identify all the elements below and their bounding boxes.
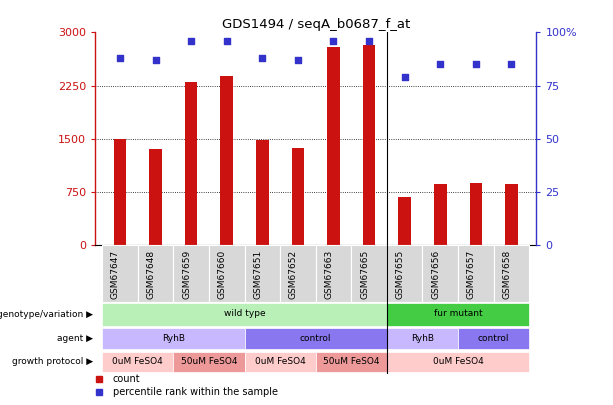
- Point: [329, 38, 338, 44]
- FancyBboxPatch shape: [458, 328, 529, 349]
- FancyBboxPatch shape: [102, 303, 387, 326]
- Bar: [113, 139, 126, 245]
- Text: GSM67648: GSM67648: [147, 250, 156, 299]
- Text: fur mutant: fur mutant: [434, 309, 482, 318]
- FancyBboxPatch shape: [387, 328, 458, 349]
- Text: percentile rank within the sample: percentile rank within the sample: [113, 387, 278, 397]
- FancyBboxPatch shape: [245, 245, 280, 302]
- FancyBboxPatch shape: [387, 245, 422, 302]
- Title: GDS1494 / seqA_b0687_f_at: GDS1494 / seqA_b0687_f_at: [221, 18, 410, 31]
- Point: [435, 61, 445, 68]
- FancyBboxPatch shape: [138, 245, 173, 302]
- FancyBboxPatch shape: [173, 245, 209, 302]
- Bar: [363, 45, 375, 245]
- Point: [400, 74, 409, 80]
- Text: GSM67659: GSM67659: [182, 250, 191, 299]
- Text: GSM67660: GSM67660: [218, 250, 227, 299]
- Bar: [327, 47, 340, 245]
- FancyBboxPatch shape: [316, 245, 351, 302]
- Text: growth protocol ▶: growth protocol ▶: [12, 358, 93, 367]
- FancyBboxPatch shape: [209, 245, 245, 302]
- Point: [293, 57, 303, 63]
- FancyBboxPatch shape: [280, 245, 316, 302]
- Point: [115, 55, 125, 61]
- Text: 0uM FeSO4: 0uM FeSO4: [433, 357, 484, 366]
- Text: RyhB: RyhB: [162, 334, 185, 343]
- FancyBboxPatch shape: [422, 245, 458, 302]
- FancyBboxPatch shape: [493, 245, 529, 302]
- FancyBboxPatch shape: [351, 245, 387, 302]
- Bar: [292, 148, 304, 245]
- FancyBboxPatch shape: [458, 245, 493, 302]
- FancyBboxPatch shape: [387, 303, 529, 326]
- FancyBboxPatch shape: [387, 352, 529, 373]
- Point: [471, 61, 481, 68]
- Point: [186, 38, 196, 44]
- Text: control: control: [300, 334, 332, 343]
- FancyBboxPatch shape: [102, 245, 138, 302]
- Text: 50uM FeSO4: 50uM FeSO4: [323, 357, 379, 366]
- FancyBboxPatch shape: [173, 352, 245, 373]
- Bar: [398, 197, 411, 245]
- Bar: [470, 183, 482, 245]
- Bar: [434, 183, 446, 245]
- Text: RyhB: RyhB: [411, 334, 434, 343]
- Bar: [221, 77, 233, 245]
- Text: 50uM FeSO4: 50uM FeSO4: [181, 357, 237, 366]
- Point: [151, 57, 161, 63]
- FancyBboxPatch shape: [245, 352, 316, 373]
- Text: count: count: [113, 374, 140, 384]
- Bar: [150, 149, 162, 245]
- Bar: [185, 82, 197, 245]
- Text: control: control: [478, 334, 509, 343]
- Text: agent ▶: agent ▶: [57, 334, 93, 343]
- Text: genotype/variation ▶: genotype/variation ▶: [0, 310, 93, 319]
- Bar: [256, 140, 268, 245]
- Text: GSM67647: GSM67647: [111, 250, 120, 299]
- Text: GSM67663: GSM67663: [324, 250, 333, 299]
- FancyBboxPatch shape: [102, 352, 173, 373]
- Text: GSM67655: GSM67655: [395, 250, 405, 299]
- Point: [257, 55, 267, 61]
- Text: GSM67651: GSM67651: [253, 250, 262, 299]
- Point: [364, 38, 374, 44]
- Text: GSM67657: GSM67657: [467, 250, 476, 299]
- Text: GSM67665: GSM67665: [360, 250, 369, 299]
- Text: 0uM FeSO4: 0uM FeSO4: [112, 357, 163, 366]
- Text: GSM67658: GSM67658: [503, 250, 511, 299]
- Bar: [505, 183, 518, 245]
- Text: 0uM FeSO4: 0uM FeSO4: [255, 357, 305, 366]
- FancyBboxPatch shape: [102, 328, 245, 349]
- Text: GSM67656: GSM67656: [432, 250, 440, 299]
- Point: [506, 61, 516, 68]
- Point: [222, 38, 232, 44]
- FancyBboxPatch shape: [316, 352, 387, 373]
- Text: wild type: wild type: [224, 309, 265, 318]
- FancyBboxPatch shape: [245, 328, 387, 349]
- Text: GSM67652: GSM67652: [289, 250, 298, 299]
